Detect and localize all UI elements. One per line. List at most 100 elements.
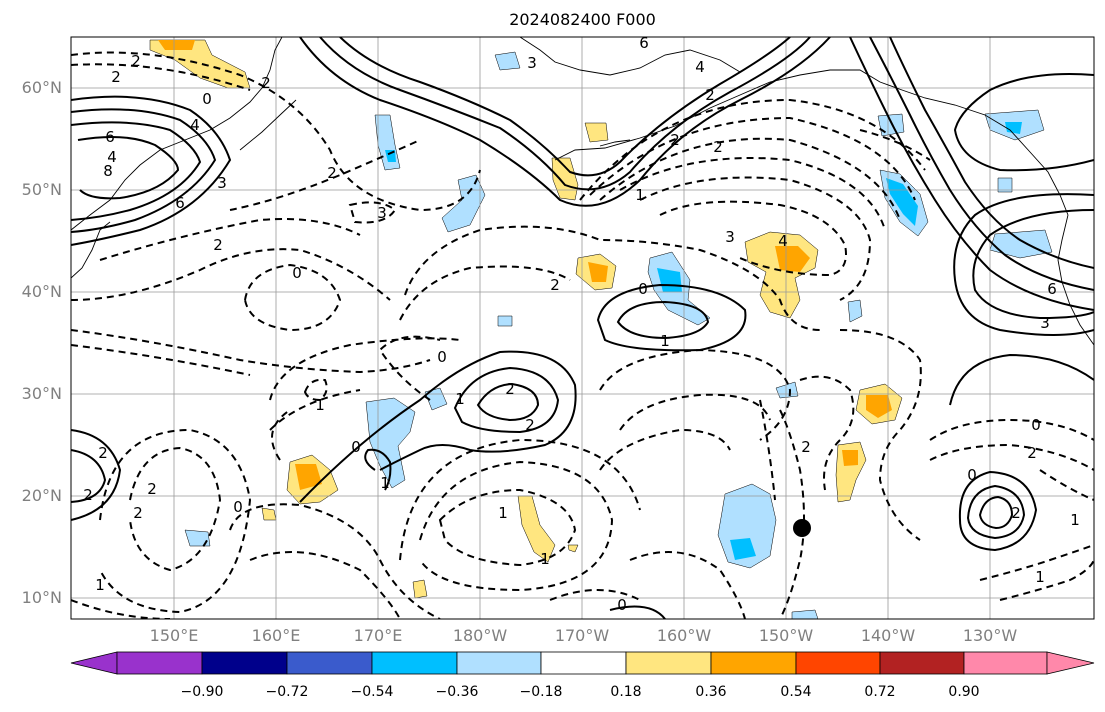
contour-label: 3 xyxy=(377,204,387,222)
positive-anomaly-patch xyxy=(412,579,428,599)
contour-solid xyxy=(319,37,811,191)
contour-dashed xyxy=(599,137,901,221)
positive-anomaly-patch xyxy=(158,40,195,50)
colorbar-segment xyxy=(879,651,965,675)
lon-label: 150°W xyxy=(758,626,814,645)
lon-label: 170°W xyxy=(554,626,610,645)
contour-dashed xyxy=(243,263,342,332)
positive-anomaly-patch xyxy=(842,450,858,466)
colorbar-tick-label: 0.72 xyxy=(864,684,896,700)
contour-label: 1 xyxy=(540,550,550,568)
contour-dashed xyxy=(99,428,252,614)
contour-label: 2 xyxy=(705,86,715,104)
contour-dashed xyxy=(71,51,481,212)
contour-label: 1 xyxy=(498,504,508,522)
lat-label: 20°N xyxy=(21,486,62,505)
colorbar-tick-label: −0.36 xyxy=(435,684,479,700)
colorbar-segment xyxy=(963,651,1048,675)
contour-dashed xyxy=(929,418,1094,441)
contour-label: 2 xyxy=(83,486,93,504)
contour-dashed xyxy=(271,409,291,461)
contour-solid xyxy=(953,73,1094,172)
contour-label: 2 xyxy=(670,131,680,149)
contour-dashed xyxy=(839,329,922,541)
contour-solid xyxy=(476,382,540,422)
positive-anomaly-patch xyxy=(517,495,556,563)
colorbar-segment xyxy=(710,651,797,675)
contour-dashed xyxy=(438,488,577,567)
negative-anomaly-patch xyxy=(494,51,521,71)
contour-solid xyxy=(966,484,1026,540)
contour-label: 2 xyxy=(525,416,535,434)
contour-label: 3 xyxy=(217,174,227,192)
contour-label: 1 xyxy=(660,332,670,350)
dashed-contours xyxy=(71,51,1094,619)
contour-label: 1 xyxy=(635,186,645,204)
contour-solid xyxy=(453,366,560,434)
contour-dashed xyxy=(229,139,421,211)
contour-dashed xyxy=(269,389,361,431)
kuril-islands xyxy=(239,99,297,151)
contour-solid xyxy=(71,449,107,503)
negative-anomaly-patch xyxy=(730,538,756,560)
contour-dashed xyxy=(639,176,872,301)
contour-solid xyxy=(869,37,1094,291)
positive-anomaly-patch xyxy=(584,122,609,143)
colorbar-segment xyxy=(286,651,373,675)
contour-label: 4 xyxy=(107,148,117,166)
contour-dashed xyxy=(249,551,401,619)
contour-label: 2 xyxy=(261,74,271,92)
positive-anomaly-patch xyxy=(588,262,608,282)
contour-dashed xyxy=(999,559,1094,601)
negative-anomaly-patch xyxy=(989,229,1053,259)
contour-label: 0 xyxy=(351,438,361,456)
contour-dashed xyxy=(404,225,821,331)
contour-solid xyxy=(364,448,392,491)
contour-label: 2 xyxy=(98,444,108,462)
station-marker xyxy=(793,519,811,537)
positive-anomaly-patch xyxy=(551,157,579,201)
contour-label: 4 xyxy=(190,116,200,134)
contour-solid xyxy=(596,283,747,352)
colorbar-tick-label: 0.36 xyxy=(695,684,727,700)
contour-label: 4 xyxy=(695,58,705,76)
contour-dashed xyxy=(629,551,746,619)
negative-anomaly-patch xyxy=(424,387,448,411)
contour-label: 2 xyxy=(550,276,560,294)
contour-label: 2 xyxy=(133,504,143,522)
positive-anomaly-patch xyxy=(866,395,892,418)
contour-solid xyxy=(889,37,1094,269)
contour-label: 1 xyxy=(380,474,390,492)
contour-label: 2 xyxy=(147,480,157,498)
colorbar-tick-label: 0.54 xyxy=(780,684,812,700)
colorbar-extend-low xyxy=(70,651,118,675)
contour-dashed xyxy=(1039,469,1094,501)
lon-label: 170°E xyxy=(353,626,403,645)
contour-dashed xyxy=(779,409,805,619)
lon-label: 180°W xyxy=(452,626,508,645)
positive-anomaly-patch xyxy=(567,544,579,553)
contour-label: 0 xyxy=(202,90,212,108)
contour-label: 1 xyxy=(1035,568,1045,586)
contour-label: 2 xyxy=(1027,444,1037,462)
asia-coastline xyxy=(71,37,283,231)
contour-dashed xyxy=(229,503,441,619)
bering-coastline xyxy=(519,37,741,76)
colorbar-segment xyxy=(116,651,203,675)
contour-label: 1 xyxy=(455,390,465,408)
contour-dashed xyxy=(619,393,771,431)
colorbar-segment xyxy=(201,651,288,675)
contour-label: 6 xyxy=(105,128,115,146)
contour-dashed xyxy=(71,63,251,91)
contour-label: 0 xyxy=(1031,416,1041,434)
colorbar-tick-label: 0.18 xyxy=(610,684,642,700)
contour-label: 8 xyxy=(103,162,113,180)
positive-anomaly-patch xyxy=(261,507,277,521)
contour-dashed xyxy=(589,116,916,201)
lon-label: 160°E xyxy=(251,626,301,645)
contour-solid xyxy=(953,193,1094,336)
aleutian-islands xyxy=(599,139,631,147)
contour-label: 0 xyxy=(292,264,302,282)
colorbar-extend-high xyxy=(1046,651,1095,675)
contour-label: 6 xyxy=(175,194,185,212)
